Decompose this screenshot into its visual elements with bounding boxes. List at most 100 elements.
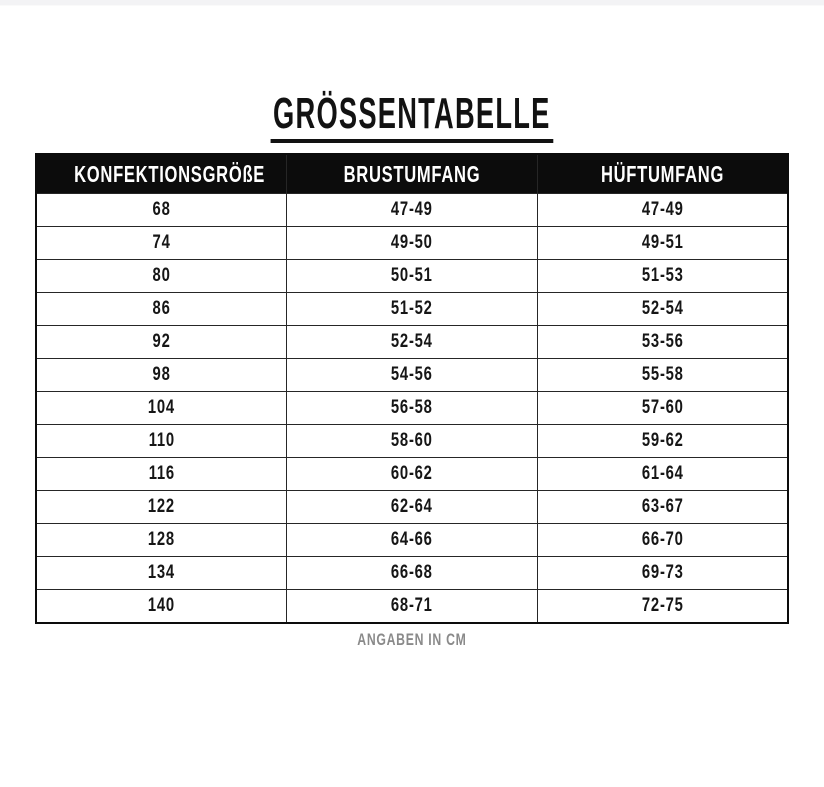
- size-cell: 86: [35, 292, 288, 326]
- header-brustumfang: BRUSTUMFANG: [286, 153, 538, 194]
- hip-cell: 55-58: [536, 358, 789, 392]
- chest-range: 52-54: [391, 331, 433, 352]
- chest-cell: 50-51: [286, 259, 538, 293]
- size-cell: 92: [35, 325, 288, 359]
- page-top-edge-artifact: [0, 0, 824, 6]
- hip-cell: 53-56: [536, 325, 789, 359]
- size-cell: 68: [35, 193, 288, 227]
- size-value: 104: [148, 397, 176, 418]
- hip-range: 59-62: [641, 430, 684, 451]
- hip-range: 57-60: [641, 397, 684, 418]
- size-value: 122: [148, 496, 176, 517]
- size-value: 140: [148, 595, 176, 616]
- header-hueftumfang: HÜFTUMFANG: [536, 153, 789, 194]
- chest-cell: 58-60: [286, 424, 538, 458]
- size-cell: 110: [35, 424, 288, 458]
- chest-range: 60-62: [391, 463, 433, 484]
- hip-cell: 47-49: [536, 193, 789, 227]
- table-row: 98 54-56 55-58: [35, 358, 789, 392]
- table-row: 68 47-49 47-49: [35, 193, 789, 227]
- hip-cell: 69-73: [536, 556, 789, 590]
- size-cell: 104: [35, 391, 288, 425]
- chest-range: 54-56: [391, 364, 433, 385]
- hip-cell: 59-62: [536, 424, 789, 458]
- table-row: 122 62-64 63-67: [35, 490, 789, 524]
- size-table: KONFEKTIONSGRÖßE BRUSTUMFANG HÜFTUMFANG …: [35, 153, 789, 624]
- table-row: 128 64-66 66-70: [35, 523, 789, 557]
- hip-range: 72-75: [641, 595, 684, 616]
- hip-cell: 57-60: [536, 391, 789, 425]
- table-row: 74 49-50 49-51: [35, 226, 789, 260]
- size-value: 128: [148, 529, 176, 550]
- hip-range: 63-67: [641, 496, 684, 517]
- header-konfektionsgroesse-label: KONFEKTIONSGRÖßE: [74, 160, 266, 187]
- size-cell: 80: [35, 259, 288, 293]
- size-value: 80: [152, 265, 171, 286]
- size-cell: 98: [35, 358, 288, 392]
- hip-cell: 51-53: [536, 259, 789, 293]
- hip-range: 55-58: [641, 364, 684, 385]
- size-table-body: 68 47-49 47-49 74 49-50 49-51 80 50-51 5…: [35, 193, 789, 624]
- header-brustumfang-label: BRUSTUMFANG: [343, 160, 481, 187]
- size-cell: 122: [35, 490, 288, 524]
- hip-range: 49-51: [641, 232, 684, 253]
- footer-note: ANGABEN IN CM: [0, 630, 824, 650]
- size-value: 74: [152, 232, 171, 253]
- chest-cell: 64-66: [286, 523, 538, 557]
- size-value: 86: [152, 298, 171, 319]
- table-row: 104 56-58 57-60: [35, 391, 789, 425]
- table-row: 92 52-54 53-56: [35, 325, 789, 359]
- size-value: 116: [148, 463, 175, 484]
- header-hueftumfang-label: HÜFTUMFANG: [600, 160, 724, 187]
- chest-range: 51-52: [391, 298, 433, 319]
- size-cell: 74: [35, 226, 288, 260]
- title-wrap: GRÖSSENTABELLE: [0, 0, 824, 143]
- chest-range: 58-60: [391, 430, 433, 451]
- hip-cell: 72-75: [536, 589, 789, 624]
- chest-range: 56-58: [391, 397, 433, 418]
- chest-range: 68-71: [391, 595, 433, 616]
- size-cell: 128: [35, 523, 288, 557]
- chest-cell: 49-50: [286, 226, 538, 260]
- page-title: GRÖSSENTABELLE: [270, 92, 554, 143]
- chest-cell: 47-49: [286, 193, 538, 227]
- table-row: 134 66-68 69-73: [35, 556, 789, 590]
- chest-range: 47-49: [391, 199, 433, 220]
- hip-range: 47-49: [641, 199, 684, 220]
- table-row: 86 51-52 52-54: [35, 292, 789, 326]
- chest-cell: 54-56: [286, 358, 538, 392]
- hip-range: 66-70: [641, 529, 684, 550]
- size-cell: 134: [35, 556, 288, 590]
- hip-range: 51-53: [641, 265, 684, 286]
- chest-range: 50-51: [391, 265, 433, 286]
- chest-cell: 56-58: [286, 391, 538, 425]
- hip-cell: 66-70: [536, 523, 789, 557]
- hip-cell: 52-54: [536, 292, 789, 326]
- hip-range: 69-73: [641, 562, 684, 583]
- table-row: 80 50-51 51-53: [35, 259, 789, 293]
- chest-cell: 52-54: [286, 325, 538, 359]
- size-cell: 116: [35, 457, 288, 491]
- chest-range: 64-66: [391, 529, 433, 550]
- size-value: 92: [152, 331, 171, 352]
- size-value: 98: [152, 364, 171, 385]
- chest-range: 66-68: [391, 562, 433, 583]
- hip-cell: 61-64: [536, 457, 789, 491]
- chest-cell: 60-62: [286, 457, 538, 491]
- hip-cell: 49-51: [536, 226, 789, 260]
- chest-cell: 66-68: [286, 556, 538, 590]
- chest-range: 49-50: [391, 232, 433, 253]
- header-row: KONFEKTIONSGRÖßE BRUSTUMFANG HÜFTUMFANG: [35, 153, 789, 194]
- hip-range: 53-56: [641, 331, 684, 352]
- chest-cell: 68-71: [286, 589, 538, 624]
- size-value: 134: [148, 562, 176, 583]
- hip-cell: 63-67: [536, 490, 789, 524]
- table-row: 140 68-71 72-75: [35, 589, 789, 624]
- header-konfektionsgroesse: KONFEKTIONSGRÖßE: [35, 153, 288, 194]
- size-cell: 140: [35, 589, 288, 624]
- size-value: 110: [148, 430, 175, 451]
- footer-note-label: ANGABEN IN CM: [357, 630, 467, 649]
- table-row: 116 60-62 61-64: [35, 457, 789, 491]
- size-value: 68: [152, 199, 171, 220]
